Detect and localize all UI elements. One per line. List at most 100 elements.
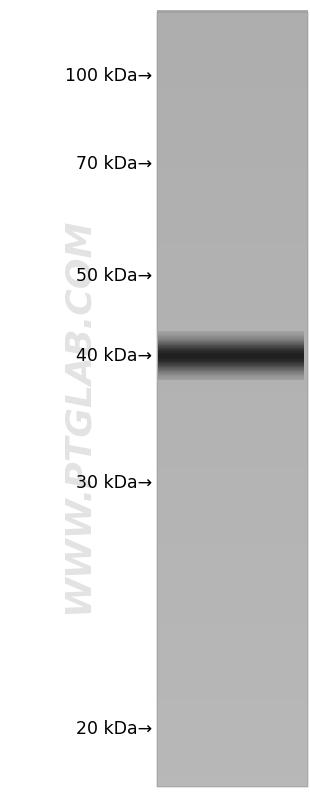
Bar <box>158 373 304 375</box>
Bar <box>157 524 308 535</box>
Bar <box>158 367 304 368</box>
Bar <box>158 336 304 337</box>
Bar <box>158 360 304 362</box>
Bar <box>158 366 304 368</box>
Bar <box>157 97 308 109</box>
Bar <box>158 368 304 370</box>
Bar <box>157 621 308 632</box>
Bar <box>157 582 308 593</box>
Bar <box>157 340 308 351</box>
Text: 70 kDa→: 70 kDa→ <box>76 155 152 173</box>
Bar <box>157 117 308 128</box>
Bar <box>157 156 308 167</box>
Bar <box>157 30 308 41</box>
Bar <box>157 349 308 361</box>
Bar <box>157 301 308 312</box>
Bar <box>158 356 304 358</box>
Bar <box>158 377 304 379</box>
Bar <box>158 343 304 344</box>
Bar <box>158 345 304 347</box>
Bar <box>158 332 304 334</box>
Bar <box>157 456 308 467</box>
Bar <box>158 333 304 335</box>
Bar <box>157 436 308 448</box>
Bar <box>157 185 308 196</box>
Bar <box>158 372 304 373</box>
Bar <box>157 757 308 768</box>
Bar <box>157 776 308 787</box>
Bar <box>157 39 308 51</box>
Bar <box>158 338 304 340</box>
Text: 100 kDa→: 100 kDa→ <box>65 67 152 85</box>
Bar <box>157 137 308 148</box>
Bar <box>158 332 304 333</box>
Bar <box>158 331 304 332</box>
Bar <box>158 347 304 348</box>
Text: 50 kDa→: 50 kDa→ <box>76 267 152 284</box>
Bar <box>157 88 308 99</box>
Bar <box>158 336 304 338</box>
Bar <box>158 340 304 341</box>
Bar <box>157 659 308 671</box>
Bar <box>158 356 304 357</box>
Bar <box>157 282 308 293</box>
Bar <box>157 630 308 642</box>
Bar <box>157 591 308 603</box>
Bar <box>157 78 308 89</box>
Bar <box>158 371 304 372</box>
Bar <box>157 727 308 738</box>
Bar <box>158 360 304 361</box>
Bar <box>157 640 308 651</box>
Bar <box>157 243 308 254</box>
Bar <box>158 359 304 360</box>
Bar <box>158 369 304 371</box>
Bar <box>157 602 308 613</box>
Bar <box>158 354 304 356</box>
Bar <box>157 562 308 574</box>
Bar <box>158 341 304 343</box>
Bar <box>157 388 308 400</box>
Bar <box>157 572 308 583</box>
Bar <box>157 252 308 264</box>
Bar <box>157 708 308 719</box>
Bar <box>157 165 308 177</box>
Bar <box>158 378 304 380</box>
Bar <box>157 698 308 710</box>
Bar <box>157 737 308 748</box>
Bar <box>158 364 304 366</box>
Bar <box>157 670 308 681</box>
Bar <box>158 352 304 354</box>
Bar <box>157 689 308 700</box>
Text: 40 kDa→: 40 kDa→ <box>76 347 152 364</box>
Bar <box>157 398 308 409</box>
Bar <box>158 363 304 364</box>
Bar <box>157 233 308 244</box>
Bar <box>158 352 304 353</box>
Text: 30 kDa→: 30 kDa→ <box>76 475 152 492</box>
Bar <box>157 126 308 138</box>
Bar <box>157 611 308 622</box>
Bar <box>157 466 308 477</box>
Bar <box>157 650 308 661</box>
Bar <box>158 361 304 363</box>
Bar <box>157 369 308 380</box>
Bar <box>158 365 304 367</box>
Bar <box>157 59 308 70</box>
Bar <box>157 292 308 303</box>
Bar <box>157 504 308 516</box>
Bar <box>158 376 304 378</box>
Bar <box>157 447 308 458</box>
Bar <box>157 679 308 690</box>
Bar <box>157 543 308 555</box>
Bar <box>157 427 308 438</box>
Bar <box>157 10 308 22</box>
Bar <box>158 346 304 348</box>
Bar <box>158 340 304 342</box>
Bar <box>157 766 308 777</box>
Bar <box>158 370 304 372</box>
Bar <box>158 335 304 336</box>
Bar <box>157 50 308 61</box>
Bar <box>157 204 308 216</box>
Bar <box>157 485 308 496</box>
Bar <box>157 407 308 419</box>
